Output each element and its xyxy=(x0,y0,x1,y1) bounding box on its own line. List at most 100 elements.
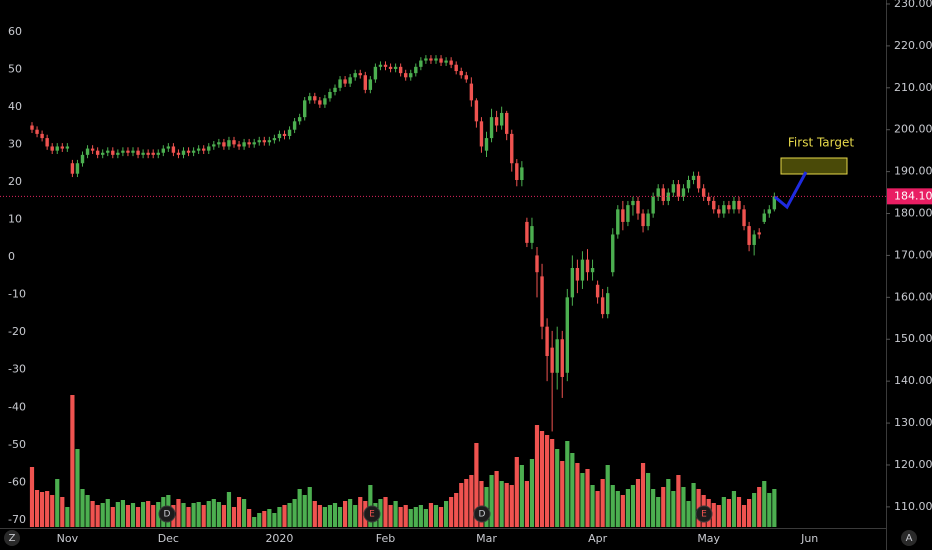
volume-bar xyxy=(378,499,383,527)
volume-bar xyxy=(767,493,772,527)
target-label: First Target xyxy=(788,136,854,150)
x-tick-label: May xyxy=(697,532,720,545)
candle-body xyxy=(50,146,54,151)
candle-body xyxy=(727,205,731,210)
candles xyxy=(30,55,777,432)
volume-bar xyxy=(337,507,343,527)
candle-body xyxy=(35,129,39,134)
button-a[interactable]: A xyxy=(901,530,917,546)
button-circle[interactable] xyxy=(4,530,20,546)
volume-bar xyxy=(464,479,469,527)
volume-bar xyxy=(615,491,620,527)
volume-bar xyxy=(499,481,504,527)
button-circle[interactable] xyxy=(901,530,917,546)
y2-tick-label: 10 xyxy=(8,213,22,226)
button-z[interactable]: Z xyxy=(4,530,20,546)
candle-body xyxy=(570,268,575,298)
candle-body xyxy=(247,142,251,145)
candle-body xyxy=(242,142,246,147)
volume-bar xyxy=(529,459,535,527)
y2-tick-label: 60 xyxy=(8,25,22,38)
y2-tick-label: -10 xyxy=(8,288,26,301)
candle-body xyxy=(646,213,650,227)
candle-body xyxy=(525,221,529,243)
candle-body xyxy=(111,150,115,155)
candle-body xyxy=(348,77,352,84)
candle-body xyxy=(378,64,383,67)
volume-bar xyxy=(514,457,519,527)
candle-body xyxy=(171,146,176,153)
volume-bar xyxy=(206,501,211,527)
volume-bar xyxy=(671,491,676,527)
candle-body xyxy=(479,121,484,147)
volume-bar xyxy=(398,507,403,527)
y-tick-label: 230.00 xyxy=(894,0,932,10)
volume-bar xyxy=(630,485,636,527)
volume-bar xyxy=(555,449,560,527)
candle-body xyxy=(595,284,600,298)
candle-body xyxy=(449,60,453,65)
volume-bar xyxy=(393,501,398,527)
candle-body xyxy=(358,73,362,76)
candle-body xyxy=(424,58,428,61)
volume-bar xyxy=(736,497,742,527)
event-label: D xyxy=(164,510,171,520)
candle-body xyxy=(404,73,408,78)
event-marker xyxy=(158,505,176,523)
candle-body xyxy=(712,200,716,210)
volume-bar xyxy=(474,443,479,527)
volume-bar xyxy=(686,501,691,527)
volume-bar xyxy=(676,475,681,527)
volume-bar xyxy=(247,509,252,527)
candle-body xyxy=(555,339,559,373)
volume-bar xyxy=(262,511,267,527)
candle-body xyxy=(121,150,125,153)
button-label[interactable]: Z xyxy=(9,533,16,544)
button-label[interactable]: A xyxy=(906,533,913,544)
volume-bar xyxy=(428,503,434,527)
volume-bar xyxy=(534,425,540,527)
target-box xyxy=(780,157,848,175)
y2-tick-label: 30 xyxy=(8,138,22,151)
x-tick-label: Mar xyxy=(476,532,497,545)
volume-bar xyxy=(620,495,625,527)
candle-body xyxy=(580,259,585,281)
volume-bar xyxy=(80,489,85,527)
candle-body xyxy=(398,66,403,74)
volume-bar xyxy=(55,479,60,527)
y2-tick-label: 40 xyxy=(8,100,22,113)
volume-bar xyxy=(438,507,444,527)
volume-bar xyxy=(504,483,509,527)
volume-bar xyxy=(307,487,312,527)
y2-tick-label: -20 xyxy=(8,325,26,338)
candle-body xyxy=(101,152,105,155)
volume-bar xyxy=(651,489,656,527)
volume-bar xyxy=(95,505,100,527)
volume-bar xyxy=(287,503,292,527)
candle-body xyxy=(181,150,186,155)
volume-bar xyxy=(216,502,221,527)
last-price-label: 184.10 xyxy=(894,189,932,202)
volume-bar xyxy=(70,395,75,527)
volume-bar xyxy=(60,497,65,527)
event-label: D xyxy=(479,510,486,520)
candle-body xyxy=(565,297,569,373)
volume-bar xyxy=(85,495,90,527)
y2-tick-label: -60 xyxy=(8,475,26,488)
candle-body xyxy=(333,87,337,92)
volume-bar xyxy=(545,435,550,527)
volume-bar xyxy=(358,497,363,527)
candle-body xyxy=(550,347,554,373)
volume-bar xyxy=(762,481,767,527)
candle-body xyxy=(308,96,312,101)
candle-body xyxy=(166,146,171,149)
volume-bar xyxy=(130,503,136,527)
candle-body xyxy=(186,150,191,153)
candle-body xyxy=(176,152,181,155)
volume-bar xyxy=(231,507,237,527)
y-tick-label: 190.00 xyxy=(894,165,932,178)
candle-body xyxy=(540,276,544,327)
candle-body xyxy=(95,150,100,155)
candle-body xyxy=(600,297,605,315)
